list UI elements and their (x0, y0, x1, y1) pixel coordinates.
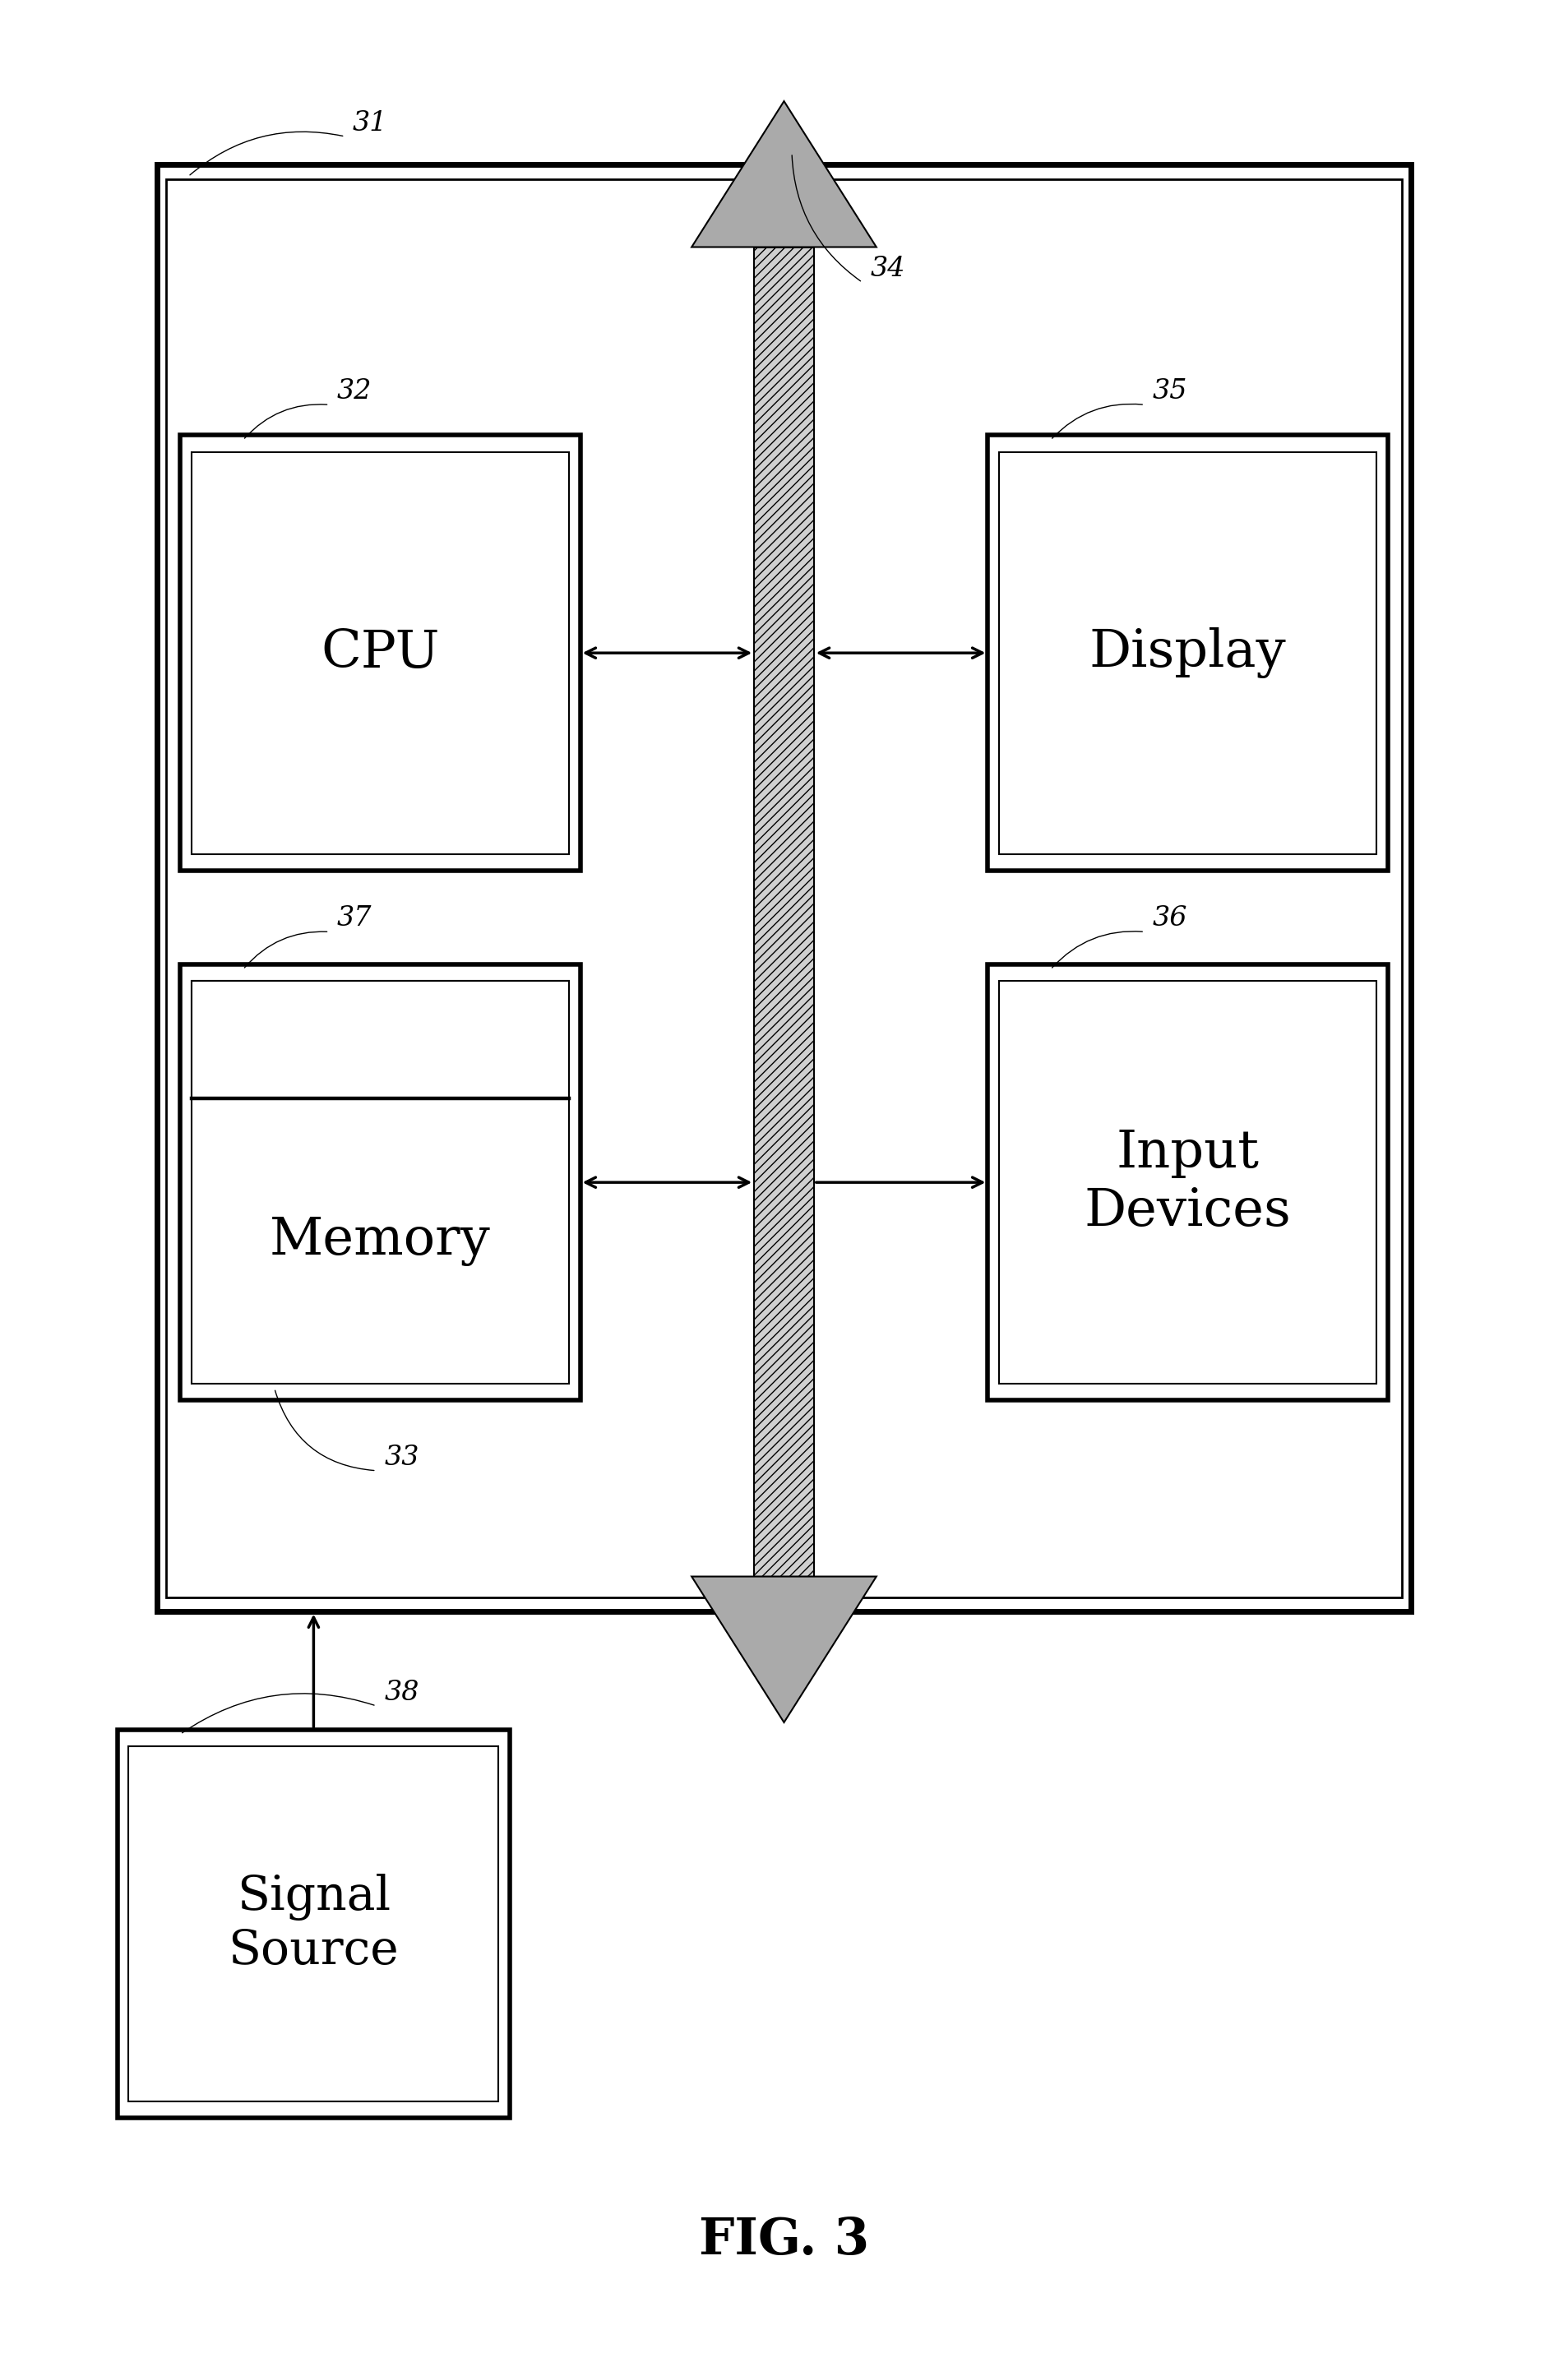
Bar (999, 981, 1377, 1384)
Bar (988, 965, 1388, 1400)
Bar (180, 965, 580, 1400)
Text: CPU: CPU (321, 628, 439, 678)
Bar (157, 165, 1411, 1612)
Text: 32: 32 (337, 379, 372, 405)
Bar (988, 435, 1388, 871)
Text: Signal
Source: Signal Source (229, 1873, 398, 1974)
Text: FIG. 3: FIG. 3 (699, 2217, 869, 2264)
Text: 33: 33 (384, 1445, 419, 1471)
Text: 34: 34 (870, 256, 905, 282)
Polygon shape (691, 101, 877, 247)
Text: Display: Display (1090, 628, 1286, 678)
Bar (999, 452, 1377, 854)
Text: 31: 31 (353, 111, 387, 136)
Bar (191, 981, 569, 1099)
Text: Input
Devices: Input Devices (1083, 1127, 1292, 1238)
Text: 35: 35 (1152, 379, 1187, 405)
Text: 38: 38 (384, 1680, 419, 1706)
Polygon shape (691, 1577, 877, 1722)
Bar (191, 981, 569, 1384)
Text: 37: 37 (337, 906, 372, 932)
Text: Memory: Memory (270, 1217, 491, 1266)
Bar (754, 247, 814, 1577)
Bar (118, 1729, 510, 2118)
Text: 36: 36 (1152, 906, 1187, 932)
Bar (166, 179, 1402, 1598)
Bar (191, 452, 569, 854)
Bar (180, 435, 580, 871)
Bar (129, 1746, 499, 2101)
